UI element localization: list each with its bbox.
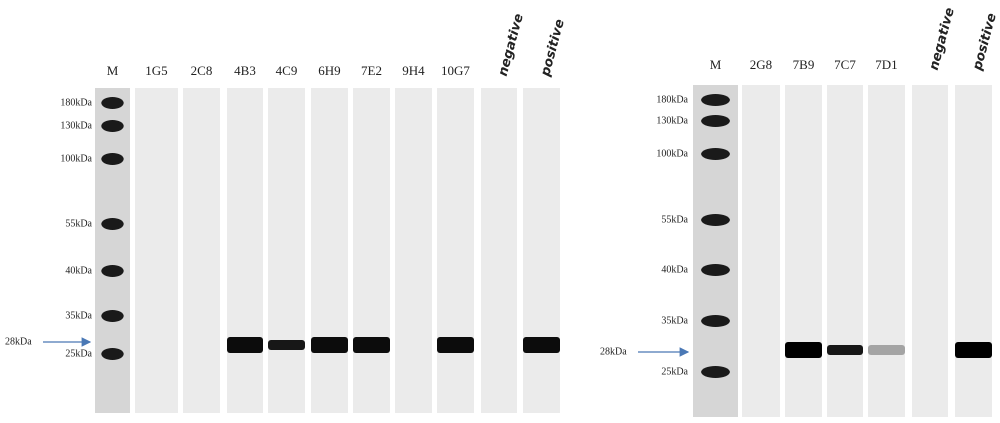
protein-band bbox=[268, 340, 305, 350]
ladder-band bbox=[101, 120, 124, 132]
lane bbox=[268, 88, 305, 413]
ladder-band bbox=[101, 265, 124, 277]
marker-label: 180kDa bbox=[60, 97, 92, 108]
protein-band bbox=[437, 337, 474, 353]
lane bbox=[183, 88, 220, 413]
lane-label: 7E2 bbox=[361, 63, 382, 78]
lane-label: negative bbox=[927, 6, 958, 72]
ladder-band bbox=[101, 218, 124, 230]
lane-label: 4B3 bbox=[234, 63, 256, 78]
lane bbox=[868, 85, 905, 417]
marker-label: 130kDa bbox=[60, 120, 92, 131]
protein-band bbox=[868, 345, 905, 355]
lane bbox=[912, 85, 948, 417]
arrow-label: 28kDa bbox=[5, 336, 32, 347]
ladder-band bbox=[101, 153, 124, 165]
arrow-label: 28kDa bbox=[600, 346, 627, 357]
blot-panel: M 2G8 7B9 7C7 7D1 negative positive 180kDa 130kD… bbox=[600, 6, 1000, 417]
marker-label: 100kDa bbox=[656, 148, 688, 159]
marker-label: 130kDa bbox=[656, 115, 688, 126]
lane-label: 2C8 bbox=[191, 63, 213, 78]
lane bbox=[523, 88, 560, 413]
lane-label: M bbox=[107, 63, 119, 78]
ladder-band bbox=[701, 94, 730, 106]
ladder-band bbox=[101, 97, 124, 109]
lane bbox=[481, 88, 517, 413]
marker-label: 25kDa bbox=[661, 366, 688, 377]
marker-label: 55kDa bbox=[65, 218, 92, 229]
lane-label: 2G8 bbox=[750, 57, 772, 72]
lane-label: 7D1 bbox=[875, 57, 897, 72]
protein-band bbox=[523, 337, 560, 353]
protein-band bbox=[785, 342, 822, 358]
lane-label: 7B9 bbox=[793, 57, 815, 72]
marker-label: 40kDa bbox=[661, 264, 688, 275]
lane bbox=[827, 85, 863, 417]
lane-label: 7C7 bbox=[834, 57, 856, 72]
marker-label: 40kDa bbox=[65, 265, 92, 276]
marker-label: 35kDa bbox=[661, 315, 688, 326]
blot-panel: M 1G5 2C8 4B3 4C9 6H9 7E2 9H4 10G7 negative positi… bbox=[5, 12, 568, 413]
ladder-band bbox=[701, 148, 730, 160]
marker-label: 35kDa bbox=[65, 310, 92, 321]
ladder-band bbox=[101, 348, 124, 360]
marker-label: 180kDa bbox=[656, 94, 688, 105]
ladder-band bbox=[101, 310, 124, 322]
lane bbox=[311, 88, 348, 413]
protein-band bbox=[827, 345, 863, 355]
protein-band bbox=[955, 342, 992, 358]
ladder-band bbox=[701, 115, 730, 127]
lane-label: 9H4 bbox=[402, 63, 425, 78]
marker-label: 25kDa bbox=[65, 348, 92, 359]
lane-label: 6H9 bbox=[318, 63, 340, 78]
lane-label: 10G7 bbox=[441, 63, 470, 78]
lane bbox=[785, 85, 822, 417]
lane-label: positive bbox=[970, 11, 1000, 72]
ladder-band bbox=[701, 315, 730, 327]
lane bbox=[437, 88, 474, 413]
lane bbox=[955, 85, 992, 417]
marker-label: 100kDa bbox=[60, 153, 92, 164]
lane-label: 4C9 bbox=[276, 63, 298, 78]
lane bbox=[135, 88, 178, 413]
lane bbox=[353, 88, 390, 413]
protein-band bbox=[353, 337, 390, 353]
lane-label: negative bbox=[496, 12, 527, 78]
ladder-band bbox=[701, 214, 730, 226]
ladder-band bbox=[701, 366, 730, 378]
protein-band bbox=[311, 337, 348, 353]
lane bbox=[742, 85, 780, 417]
lane-label: 1G5 bbox=[145, 63, 167, 78]
lane bbox=[395, 88, 432, 413]
protein-band bbox=[227, 337, 263, 353]
lane-label: M bbox=[710, 57, 722, 72]
lane bbox=[227, 88, 263, 413]
lane-label: positive bbox=[538, 17, 568, 78]
marker-lane bbox=[95, 88, 130, 413]
ladder-band bbox=[701, 264, 730, 276]
marker-label: 55kDa bbox=[661, 214, 688, 225]
marker-lane bbox=[693, 85, 738, 417]
